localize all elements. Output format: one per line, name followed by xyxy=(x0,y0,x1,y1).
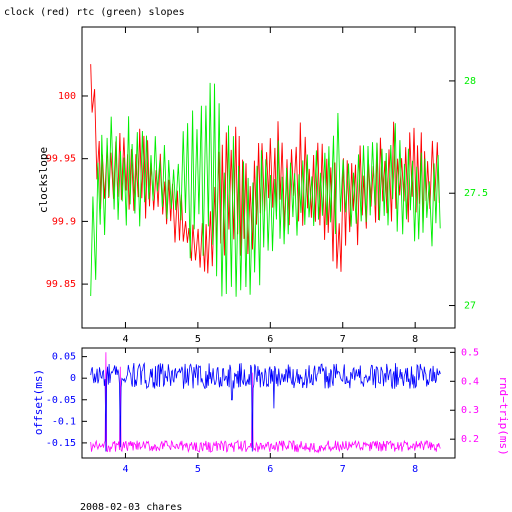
bottom-x-tick-label: 5 xyxy=(195,464,201,475)
clock-slope-line xyxy=(90,64,440,274)
top-slope-panel: 4 5 6 7 8 99.85 99.9 99.95 100 27 27.5 28 clockslop… xyxy=(37,26,488,345)
bottom-right-y-axis-label: rnd−trip(ms) xyxy=(497,376,510,455)
bottom-x-tick-label: 8 xyxy=(412,464,418,475)
top-right-y-tick-label: 27 xyxy=(464,301,476,312)
top-left-y-tick-label: 100 xyxy=(58,91,76,102)
top-x-tick-label: 8 xyxy=(412,334,418,345)
bottom-left-y-tick-label: 0.05 xyxy=(52,352,76,363)
top-right-y-tick-label: 27.5 xyxy=(464,188,488,199)
rnd-trip-series xyxy=(90,352,441,454)
rtc-slope-line xyxy=(90,82,441,297)
chart-title: clock (red) rtc (green) slopes xyxy=(4,7,185,18)
bottom-plot-frame xyxy=(81,347,456,459)
bottom-right-y-tick-label: 0.2 xyxy=(461,434,479,445)
top-left-y-tick-label: 99.85 xyxy=(46,279,76,290)
bottom-left-y-tick-label: 0 xyxy=(70,373,76,384)
offset-line xyxy=(90,362,441,452)
bottom-left-y-axis-label: offset(ms) xyxy=(32,369,45,435)
bottom-x-tick-label: 4 xyxy=(122,464,128,475)
bottom-right-y-tick-label: 0.3 xyxy=(461,405,479,416)
rnd-trip-line xyxy=(90,352,441,454)
rtc-slope-series xyxy=(90,82,441,297)
clock-slope-series xyxy=(90,64,440,274)
chart-footer: 2008-02-03 chares xyxy=(80,502,182,512)
bottom-axis-ticks: 4 5 6 7 8 -0.15 -0.1 -0.05 0 0.05 0.2 0.3 0.4 0.5 xyxy=(46,347,479,475)
top-left-y-tick-label: 99.9 xyxy=(52,216,76,227)
bottom-left-y-tick-label: -0.05 xyxy=(46,395,76,406)
top-x-tick-label: 4 xyxy=(122,334,128,345)
bottom-left-y-tick-label: -0.1 xyxy=(52,416,76,427)
bottom-offset-panel: 4 5 6 7 8 -0.15 -0.1 -0.05 0 0.05 0.2 0.3 0.4 0.5 off… xyxy=(32,347,510,475)
bottom-x-tick-label: 7 xyxy=(340,464,346,475)
offset-series xyxy=(90,362,441,452)
top-x-tick-label: 6 xyxy=(267,334,273,345)
bottom-right-y-tick-label: 0.4 xyxy=(461,376,479,387)
top-x-tick-label: 5 xyxy=(195,334,201,345)
top-plot-frame xyxy=(81,26,456,329)
top-right-y-tick-label: 28 xyxy=(464,76,476,87)
bottom-right-y-tick-label: 0.5 xyxy=(461,347,479,358)
top-left-y-tick-label: 99.95 xyxy=(46,154,76,165)
top-axis-ticks: 4 5 6 7 8 99.85 99.9 99.95 100 27 27.5 28 xyxy=(46,27,488,345)
bottom-left-y-tick-label: -0.15 xyxy=(46,438,76,449)
bottom-x-tick-label: 6 xyxy=(267,464,273,475)
top-y-axis-label: clockslope xyxy=(37,147,50,213)
top-x-tick-label: 7 xyxy=(340,334,346,345)
